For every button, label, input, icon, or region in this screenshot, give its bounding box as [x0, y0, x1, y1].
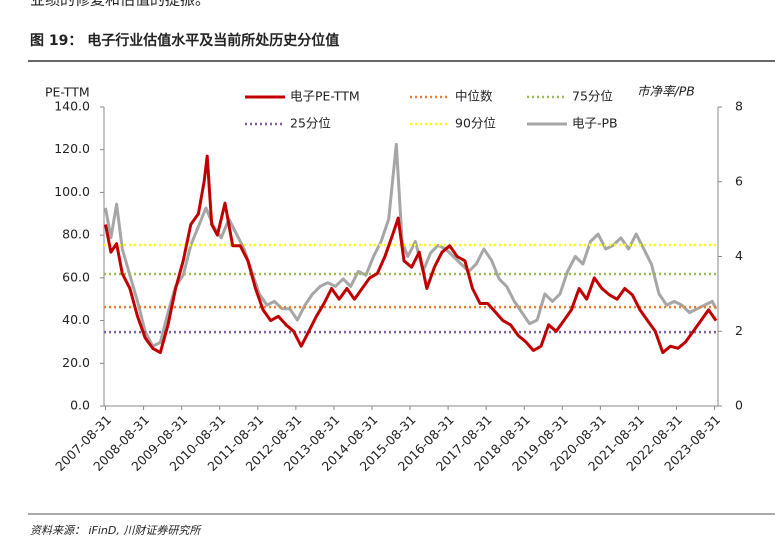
- y-tick-label: 140.0: [54, 99, 90, 114]
- series-line: [104, 154, 718, 355]
- legend-label: 90分位: [455, 116, 496, 131]
- y2-tick-label: 4: [735, 248, 743, 263]
- y-tick-label: 100.0: [54, 184, 90, 199]
- y2-tick-label: 2: [735, 323, 743, 338]
- top-text: 业绩的修复和估值的提振。: [30, 0, 210, 9]
- y2-tick-label: 8: [735, 99, 743, 114]
- y-tick-label: 20.0: [62, 355, 90, 370]
- y-tick-label: 40.0: [62, 312, 90, 327]
- y-axis-label: PE-TTM: [45, 85, 90, 100]
- figure-title: 图 19： 电子行业估值水平及当前所处历史分位值: [30, 32, 339, 49]
- legend-label: 75分位: [572, 89, 613, 104]
- y2-tick-label: 0: [735, 398, 743, 413]
- y-tick-label: 0.0: [70, 398, 90, 413]
- series-line: [104, 142, 718, 348]
- legend-label: 25分位: [290, 116, 331, 131]
- source: 资料来源： iFinD, 川财证券研究所: [30, 524, 202, 537]
- legend-label: 中位数: [455, 89, 493, 104]
- y-tick-label: 60.0: [62, 269, 90, 284]
- y-tick-label: 120.0: [54, 141, 90, 156]
- legend-label: 电子-PB: [572, 116, 618, 131]
- y2-axis-label: 市净率/PB: [637, 84, 695, 99]
- legend-label: 电子PE-TTM: [290, 89, 360, 104]
- y2-tick-label: 6: [735, 173, 743, 188]
- y-tick-label: 80.0: [62, 227, 90, 242]
